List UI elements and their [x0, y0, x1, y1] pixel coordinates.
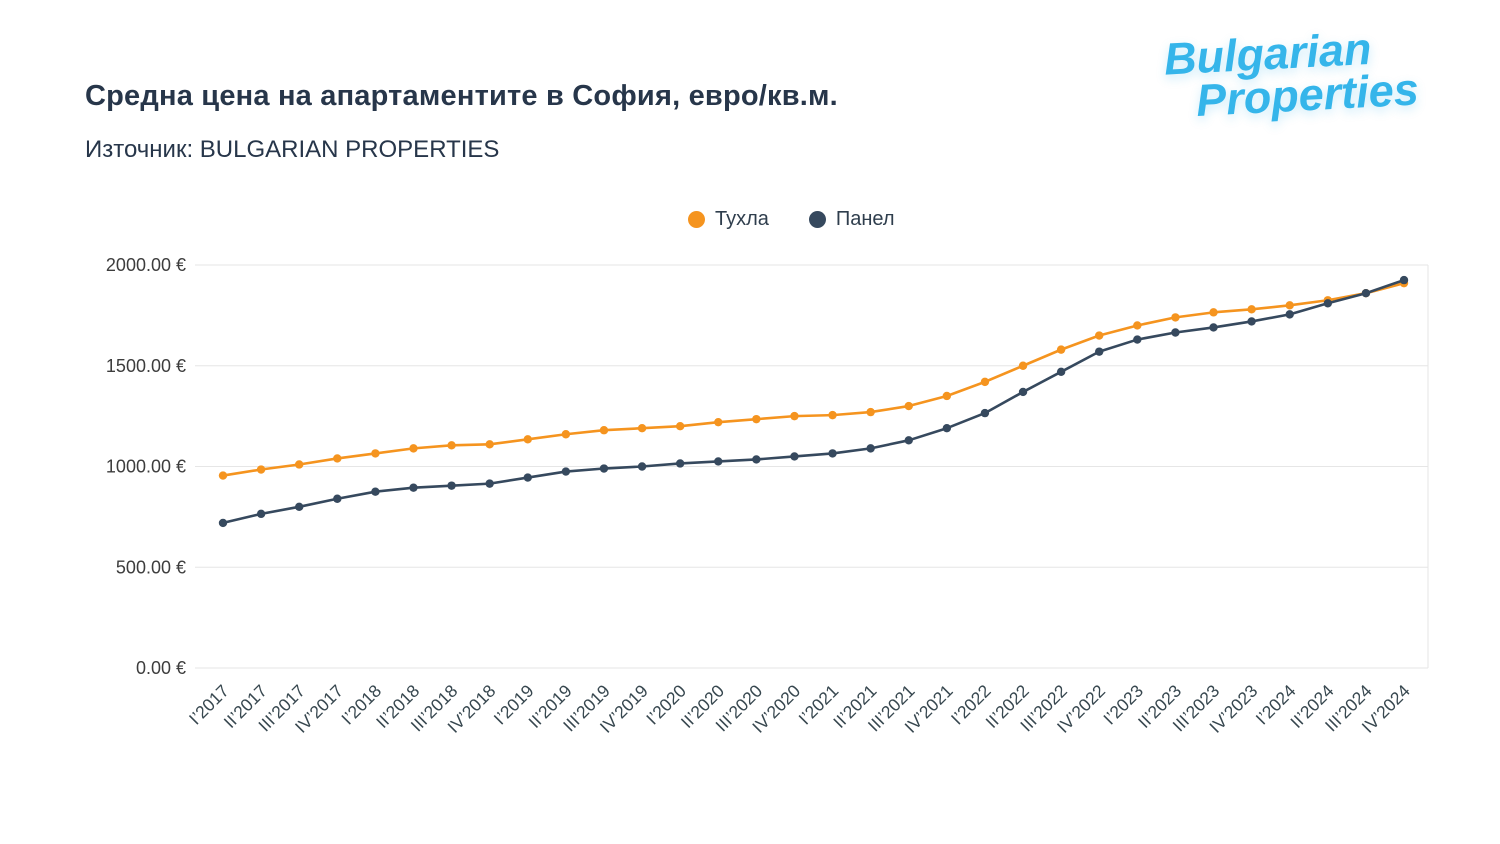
data-point	[637, 424, 647, 433]
data-point	[523, 473, 532, 482]
y-tick-label: 2000.00 €	[106, 255, 186, 275]
y-tick-label: 1000.00 €	[106, 457, 186, 477]
data-point	[1285, 301, 1294, 310]
legend-label-panel: Панел	[835, 208, 895, 230]
data-point	[866, 444, 875, 453]
data-point	[599, 426, 609, 435]
data-point	[294, 460, 304, 469]
data-point	[218, 471, 228, 480]
data-point	[828, 449, 837, 458]
y-tick-label: 500.00 €	[116, 557, 186, 577]
data-point	[752, 455, 761, 464]
legend-dot-tuhla-icon	[688, 211, 705, 228]
data-point	[1171, 313, 1180, 322]
data-point	[1018, 387, 1028, 397]
legend-label-tuhla: Тухла	[715, 208, 769, 230]
data-point	[1056, 367, 1066, 376]
data-point	[637, 462, 647, 471]
data-point	[828, 410, 837, 420]
data-point	[1323, 299, 1333, 308]
y-tick-label: 1500.00 €	[106, 356, 186, 376]
data-point	[1095, 347, 1104, 356]
data-point	[371, 487, 380, 496]
data-point	[980, 408, 990, 418]
page-title: Средна цена на апартаментите в София, ев…	[85, 80, 838, 112]
chart-source-subtitle: Източник: BULGARIAN PROPERTIES	[85, 136, 500, 163]
legend-item-panel[interactable]: Панел	[808, 208, 895, 231]
data-point	[942, 424, 952, 433]
data-point	[485, 479, 494, 488]
data-point	[561, 467, 571, 476]
data-point	[1171, 328, 1180, 337]
data-point	[1095, 331, 1104, 340]
data-point	[714, 417, 723, 427]
series-line-0	[221, 281, 1406, 477]
chart-legend: Тухла Панел	[688, 208, 895, 231]
data-point	[371, 449, 380, 458]
data-point	[866, 407, 875, 417]
data-point	[409, 444, 418, 453]
data-point	[599, 464, 609, 473]
data-point	[333, 454, 342, 463]
data-point	[790, 452, 799, 461]
data-point	[447, 441, 456, 450]
data-point	[333, 494, 342, 503]
data-point	[714, 457, 723, 466]
series-line-1	[221, 278, 1406, 525]
legend-dot-panel-icon	[808, 211, 826, 228]
data-point	[1056, 345, 1066, 354]
data-point	[1209, 323, 1218, 332]
data-point	[1285, 310, 1294, 319]
data-point	[256, 465, 266, 474]
data-point	[523, 435, 532, 444]
data-point	[256, 509, 266, 519]
data-point	[1133, 321, 1142, 330]
data-point	[1133, 335, 1142, 344]
data-point	[1247, 317, 1256, 326]
data-point	[218, 518, 228, 528]
data-point	[447, 481, 456, 490]
data-point	[1209, 308, 1218, 317]
data-point	[904, 401, 913, 411]
data-point	[1399, 275, 1409, 285]
data-point	[485, 440, 494, 449]
data-point	[980, 377, 990, 387]
data-point	[675, 422, 685, 431]
data-point	[294, 502, 304, 511]
data-point	[1018, 361, 1028, 370]
data-point	[561, 430, 571, 439]
data-point	[904, 436, 913, 445]
legend-item-tuhla[interactable]: Тухла	[688, 208, 769, 231]
y-tick-label: 0.00 €	[136, 658, 186, 678]
data-point	[675, 459, 685, 468]
data-point	[1247, 305, 1256, 314]
data-point	[752, 414, 761, 424]
data-point	[942, 391, 952, 401]
data-point	[409, 483, 418, 492]
data-point	[790, 411, 799, 421]
data-point	[1361, 289, 1371, 298]
